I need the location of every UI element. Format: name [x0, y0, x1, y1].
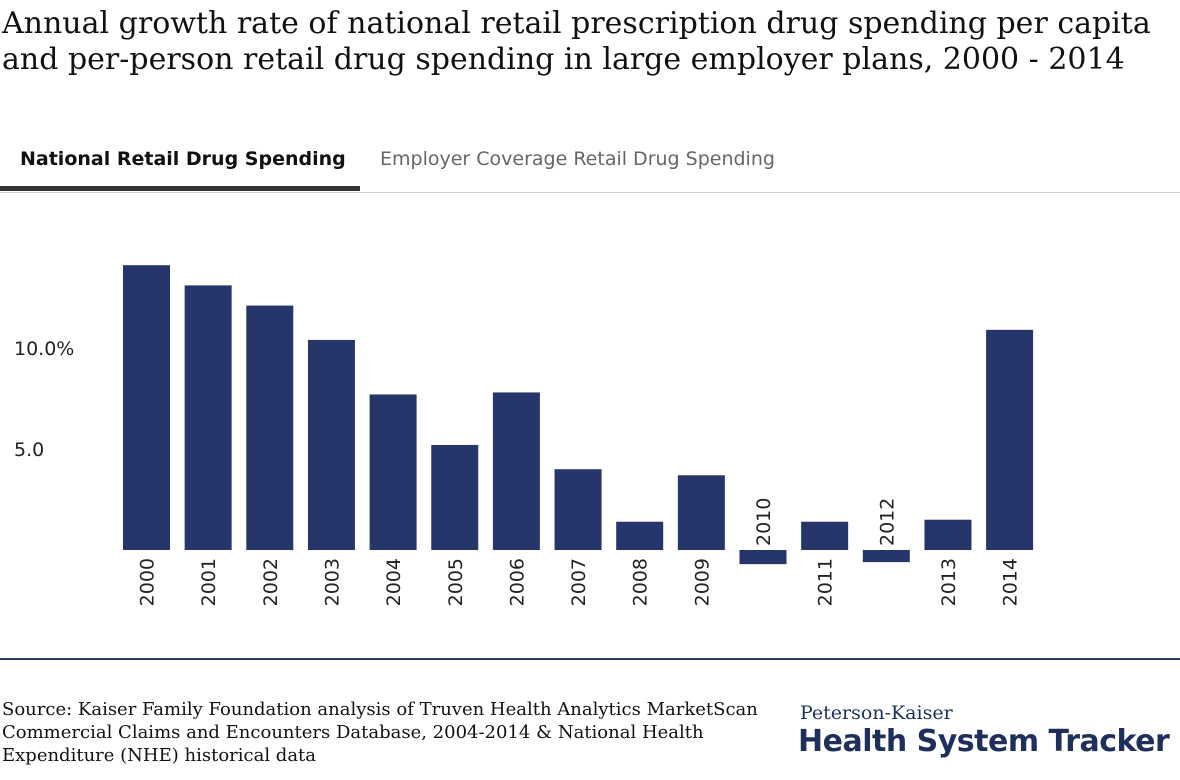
bar-2011[interactable]: [801, 521, 849, 550]
tab-national-retail-drug-spending[interactable]: National Retail Drug Spending: [20, 148, 346, 170]
bar-2003[interactable]: [307, 339, 355, 550]
tab-divider: [0, 192, 1180, 193]
footer-divider: [0, 658, 1180, 660]
bar-2001[interactable]: [184, 285, 232, 550]
y-tick-label: 5.0: [14, 439, 44, 461]
bar-2014[interactable]: [986, 329, 1034, 550]
bar-2008[interactable]: [616, 521, 664, 550]
bar-2009[interactable]: [677, 475, 725, 550]
brand-subtitle: Peterson-Kaiser: [800, 702, 953, 724]
brand-logo-text[interactable]: Health System Tracker: [798, 724, 1170, 759]
y-tick-label: 10.0%: [14, 338, 74, 360]
x-tick-label-2001: 2001: [198, 558, 220, 606]
x-tick-label-2003: 2003: [321, 558, 343, 606]
x-tick-label-2004: 2004: [383, 558, 405, 606]
x-tick-label-2007: 2007: [568, 558, 590, 606]
x-tick-label-2002: 2002: [260, 558, 282, 606]
x-tick-label-2000: 2000: [137, 558, 159, 606]
x-tick-label-2011: 2011: [815, 558, 837, 606]
bar-2002[interactable]: [246, 305, 294, 550]
x-tick-label-2009: 2009: [691, 558, 713, 606]
bar-2007[interactable]: [554, 469, 602, 550]
x-tick-label-2006: 2006: [506, 558, 528, 606]
active-tab-indicator: [0, 186, 360, 191]
x-tick-label-2012: 2012: [876, 498, 898, 546]
bar-chart: 5.0 10.0% 2000 2001 2002 2003 2004 2005 2006 2007…: [14, 265, 1034, 606]
x-tick-label-2005: 2005: [445, 558, 467, 606]
x-tick-label-2010: 2010: [753, 498, 775, 546]
x-tick-label-2013: 2013: [938, 558, 960, 606]
bar-2005[interactable]: [431, 444, 479, 550]
bar-2006[interactable]: [492, 392, 540, 550]
bar-2010[interactable]: [739, 550, 787, 565]
bar-2004[interactable]: [369, 394, 417, 550]
x-tick-label-2014: 2014: [1000, 558, 1022, 606]
bar-2012[interactable]: [862, 550, 910, 563]
source-note: Source: Kaiser Family Foundation analysi…: [2, 699, 758, 766]
bar-2000[interactable]: [123, 265, 170, 550]
tab-bar: National Retail Drug Spending Employer C…: [0, 140, 1180, 192]
bar-2013[interactable]: [924, 519, 972, 550]
x-tick-label-2008: 2008: [630, 558, 652, 606]
chart-title: Annual growth rate of national retail pr…: [2, 6, 1151, 77]
tab-employer-coverage-retail-drug-spending[interactable]: Employer Coverage Retail Drug Spending: [380, 148, 775, 170]
